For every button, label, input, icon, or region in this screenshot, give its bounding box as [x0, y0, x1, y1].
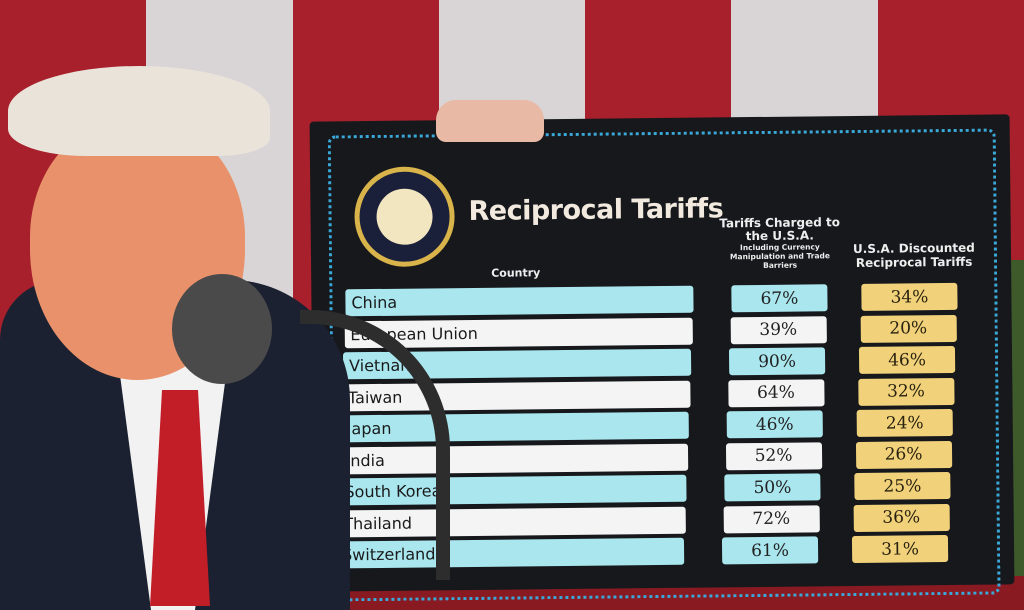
- country-cell: China: [345, 285, 694, 317]
- charged-cell: 52%: [725, 441, 822, 470]
- discounted-cell: 31%: [851, 535, 949, 564]
- charged-cell: 64%: [727, 378, 825, 407]
- discounted-cell: 24%: [856, 408, 953, 437]
- discounted-header: U.S.A. Discounted Reciprocal Tariffs: [852, 240, 975, 270]
- country-header: Country: [491, 266, 541, 280]
- charged-cell: 67%: [731, 284, 828, 313]
- discounted-cell: 20%: [860, 314, 957, 343]
- charged-cell: 46%: [726, 410, 823, 439]
- discounted-cell: 34%: [861, 282, 958, 311]
- hand: [436, 100, 544, 142]
- charged-cell: 72%: [723, 504, 820, 533]
- speaker: [0, 30, 360, 610]
- charged-cell: 61%: [721, 536, 819, 565]
- red-tie: [150, 390, 210, 606]
- discounted-cell: 46%: [858, 345, 956, 374]
- board-title: Reciprocal Tariffs: [468, 193, 724, 228]
- discounted-cell: 36%: [853, 503, 950, 532]
- discounted-cell: 26%: [855, 440, 952, 469]
- charged-header: Tariffs Charged to the U.S.A. Including C…: [719, 215, 841, 270]
- presidential-seal-icon: [354, 166, 456, 268]
- charged-cell: 50%: [724, 473, 821, 502]
- discounted-cell: 32%: [857, 377, 955, 406]
- charged-cell: 90%: [728, 347, 826, 376]
- discounted-cell: 25%: [854, 471, 951, 500]
- charged-cell: 39%: [730, 315, 827, 344]
- microphone-icon: [172, 274, 272, 384]
- hair: [8, 66, 270, 156]
